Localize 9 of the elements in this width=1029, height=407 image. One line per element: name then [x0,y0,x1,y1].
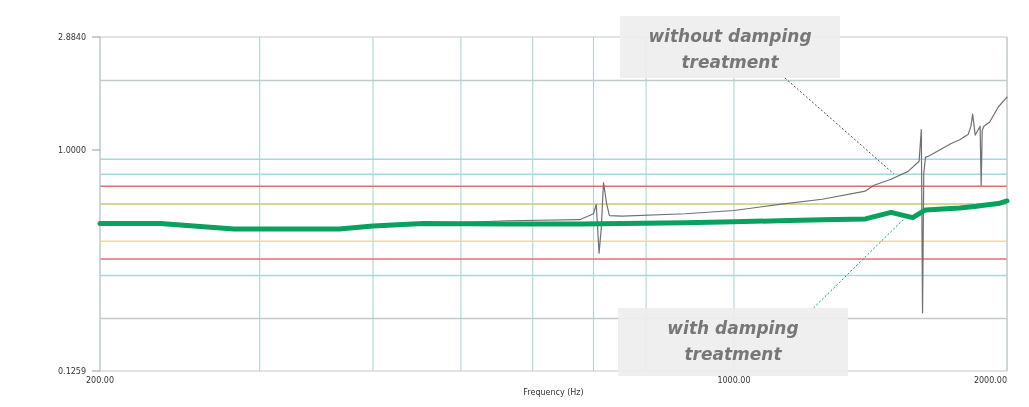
callout-box: with damping treatment [618,213,910,376]
x-axis-title: Frequency (Hz) [523,388,584,397]
callout-box: without damping treatment [620,16,895,175]
y-tick-label: 0.1259 [58,367,86,376]
x-tick-label: 200.00 [86,376,114,385]
y-tick-label: 2.8840 [58,33,86,42]
x-tick-label: 2000.00 [973,376,1007,385]
x-tick-label: 1000.00 [717,376,751,385]
y-tick-label: 1.0000 [58,145,86,155]
